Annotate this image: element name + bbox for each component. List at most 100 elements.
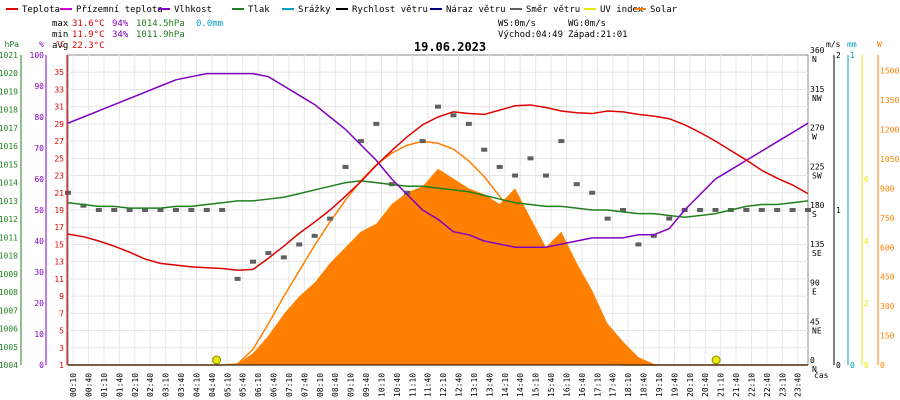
axis-tick-w-2: 300 xyxy=(880,302,895,311)
wind-dir-point-20 xyxy=(373,121,380,126)
x-tick-37: 18:40 xyxy=(640,373,649,397)
wind-dir-point-30 xyxy=(527,156,534,161)
x-tick-20: 10:10 xyxy=(377,373,386,397)
legend-label-6: Náraz větru xyxy=(446,5,506,15)
x-tick-13: 06:40 xyxy=(270,373,279,397)
axis-tick-deg-11: 23 xyxy=(54,172,64,181)
axis-tick-dir-4: 180 xyxy=(810,201,825,210)
axis-tick-mm-1: 1 xyxy=(850,51,855,60)
axis-tick-hpa-0: 1004 xyxy=(0,361,18,370)
axis-tick-w-0: 0 xyxy=(880,361,885,370)
stat-avg-temp: 22.3°C xyxy=(72,41,105,51)
series-pressure xyxy=(67,180,809,219)
wind-dir-point-17 xyxy=(327,216,334,221)
x-tick-14: 07:10 xyxy=(285,373,294,397)
axis-tick-hpa-5: 1009 xyxy=(0,270,18,279)
legend-label-4: Srážky xyxy=(298,5,331,15)
sunset-marker xyxy=(711,355,721,365)
wind-dir-point-23 xyxy=(419,139,426,144)
wind-dir-point-27 xyxy=(481,147,488,152)
x-tick-11: 05:40 xyxy=(239,373,248,397)
series-humidity xyxy=(67,72,809,248)
axis-tick-pct-8: 80 xyxy=(34,113,44,122)
stats-block: max 31.6°C 94% 1014.5hPa 0.0mm min 11.9°… xyxy=(52,19,628,51)
axis-tick-pct-9: 90 xyxy=(34,82,44,91)
wind-dir-point-5 xyxy=(142,208,149,212)
stat-avg-label: avg xyxy=(52,41,68,51)
wind-dir-point-46 xyxy=(774,208,781,212)
wind-dir-point-8 xyxy=(188,208,195,212)
x-tick-22: 11:10 xyxy=(408,373,417,397)
axis-tick-mm-0: 0 xyxy=(850,361,855,370)
x-tick-8: 04:10 xyxy=(192,373,201,397)
wind-dir-point-45 xyxy=(758,208,765,212)
axis-tick-pct-0: 0 xyxy=(39,361,44,370)
x-tick-2: 01:10 xyxy=(100,373,109,397)
x-tick-38: 19:10 xyxy=(655,373,664,397)
x-tick-47: 23:40 xyxy=(794,373,803,397)
wind-dir-point-24 xyxy=(435,104,441,109)
wind-dir-point-6 xyxy=(157,208,164,212)
axis-tick-deg-3: 7 xyxy=(59,309,64,318)
wind-dir-point-42 xyxy=(712,208,719,212)
wind-dir-point-48 xyxy=(805,208,811,212)
wind-dir-point-9 xyxy=(203,208,210,212)
axis-tick-hpa-13: 1017 xyxy=(0,124,18,133)
stat-max-rain: 0.0mm xyxy=(196,19,223,29)
axis-tick-deg-14: 29 xyxy=(54,120,64,129)
x-tick-10: 05:10 xyxy=(223,373,232,397)
axis-tick-hpa-7: 1011 xyxy=(0,233,18,242)
x-tick-40: 20:10 xyxy=(686,373,695,397)
x-tick-17: 08:40 xyxy=(331,373,340,397)
axis-tick-dir-card-4: S xyxy=(812,210,817,219)
axis-tick-hpa-3: 1007 xyxy=(0,306,18,315)
axis-tick-uv-1: 2 xyxy=(864,299,869,308)
axis-tick-hpa-8: 1012 xyxy=(0,215,18,224)
x-tick-6: 03:10 xyxy=(162,373,171,397)
wind-dir-point-35 xyxy=(604,216,611,221)
x-tick-29: 14:40 xyxy=(516,373,525,397)
axis-tick-dir-1: 45 xyxy=(810,317,820,326)
axis-tick-hpa-11: 1015 xyxy=(0,160,18,169)
wind-dir-point-18 xyxy=(342,164,349,169)
chart-legend: Teplota Přízemní teplota Vlhkost Tlak Srážky… xyxy=(6,5,678,15)
x-tick-16: 08:10 xyxy=(316,373,325,397)
wind-dir-point-14 xyxy=(280,255,287,260)
x-tick-42: 21:10 xyxy=(717,373,726,397)
wind-dir-point-19 xyxy=(357,139,364,144)
axis-tick-pct-4: 40 xyxy=(34,237,44,246)
series-temperature xyxy=(67,104,809,272)
wind-dir-point-36 xyxy=(620,208,626,212)
x-tick-23: 11:40 xyxy=(424,373,433,397)
wind-dir-point-34 xyxy=(589,190,596,195)
legend-label-7: Směr větru xyxy=(526,5,580,15)
axis-tick-deg-0: 1 xyxy=(59,361,64,370)
wind-dir-point-4 xyxy=(126,208,133,212)
axis-tick-ms-0: 0 xyxy=(836,361,841,370)
chart-title: 19.06.2023 xyxy=(414,40,486,54)
axis-tick-hpa-9: 1013 xyxy=(0,197,18,206)
axis-tick-w-10: 1500 xyxy=(880,67,899,76)
stat-max-hum: 94% xyxy=(112,19,129,29)
wind-dir-point-7 xyxy=(172,208,179,212)
legend-label-3: Tlak xyxy=(248,5,270,15)
x-tick-32: 16:10 xyxy=(562,373,571,397)
wind-dir-point-31 xyxy=(542,173,549,178)
stat-min-press: 1011.9hPa xyxy=(136,30,185,40)
x-tick-34: 17:10 xyxy=(593,373,602,397)
axis-tick-dir-card-5: SW xyxy=(812,171,822,180)
stat-max-temp: 31.6°C xyxy=(72,19,105,29)
legend-label-2: Vlhkost xyxy=(174,5,212,15)
axis-tick-dir-card-2: E xyxy=(812,288,817,297)
wind-dir-point-33 xyxy=(573,182,580,187)
axis-tick-ms-2: 2 xyxy=(836,51,841,60)
axis-tick-uv-0: 0 xyxy=(864,361,869,370)
wind-dir-point-39 xyxy=(666,216,673,221)
wind-dir-point-29 xyxy=(512,173,519,178)
x-tick-25: 12:40 xyxy=(455,373,464,397)
x-tick-15: 07:40 xyxy=(300,373,309,397)
wind-dir-point-38 xyxy=(650,233,657,238)
x-tick-27: 13:40 xyxy=(485,373,494,397)
